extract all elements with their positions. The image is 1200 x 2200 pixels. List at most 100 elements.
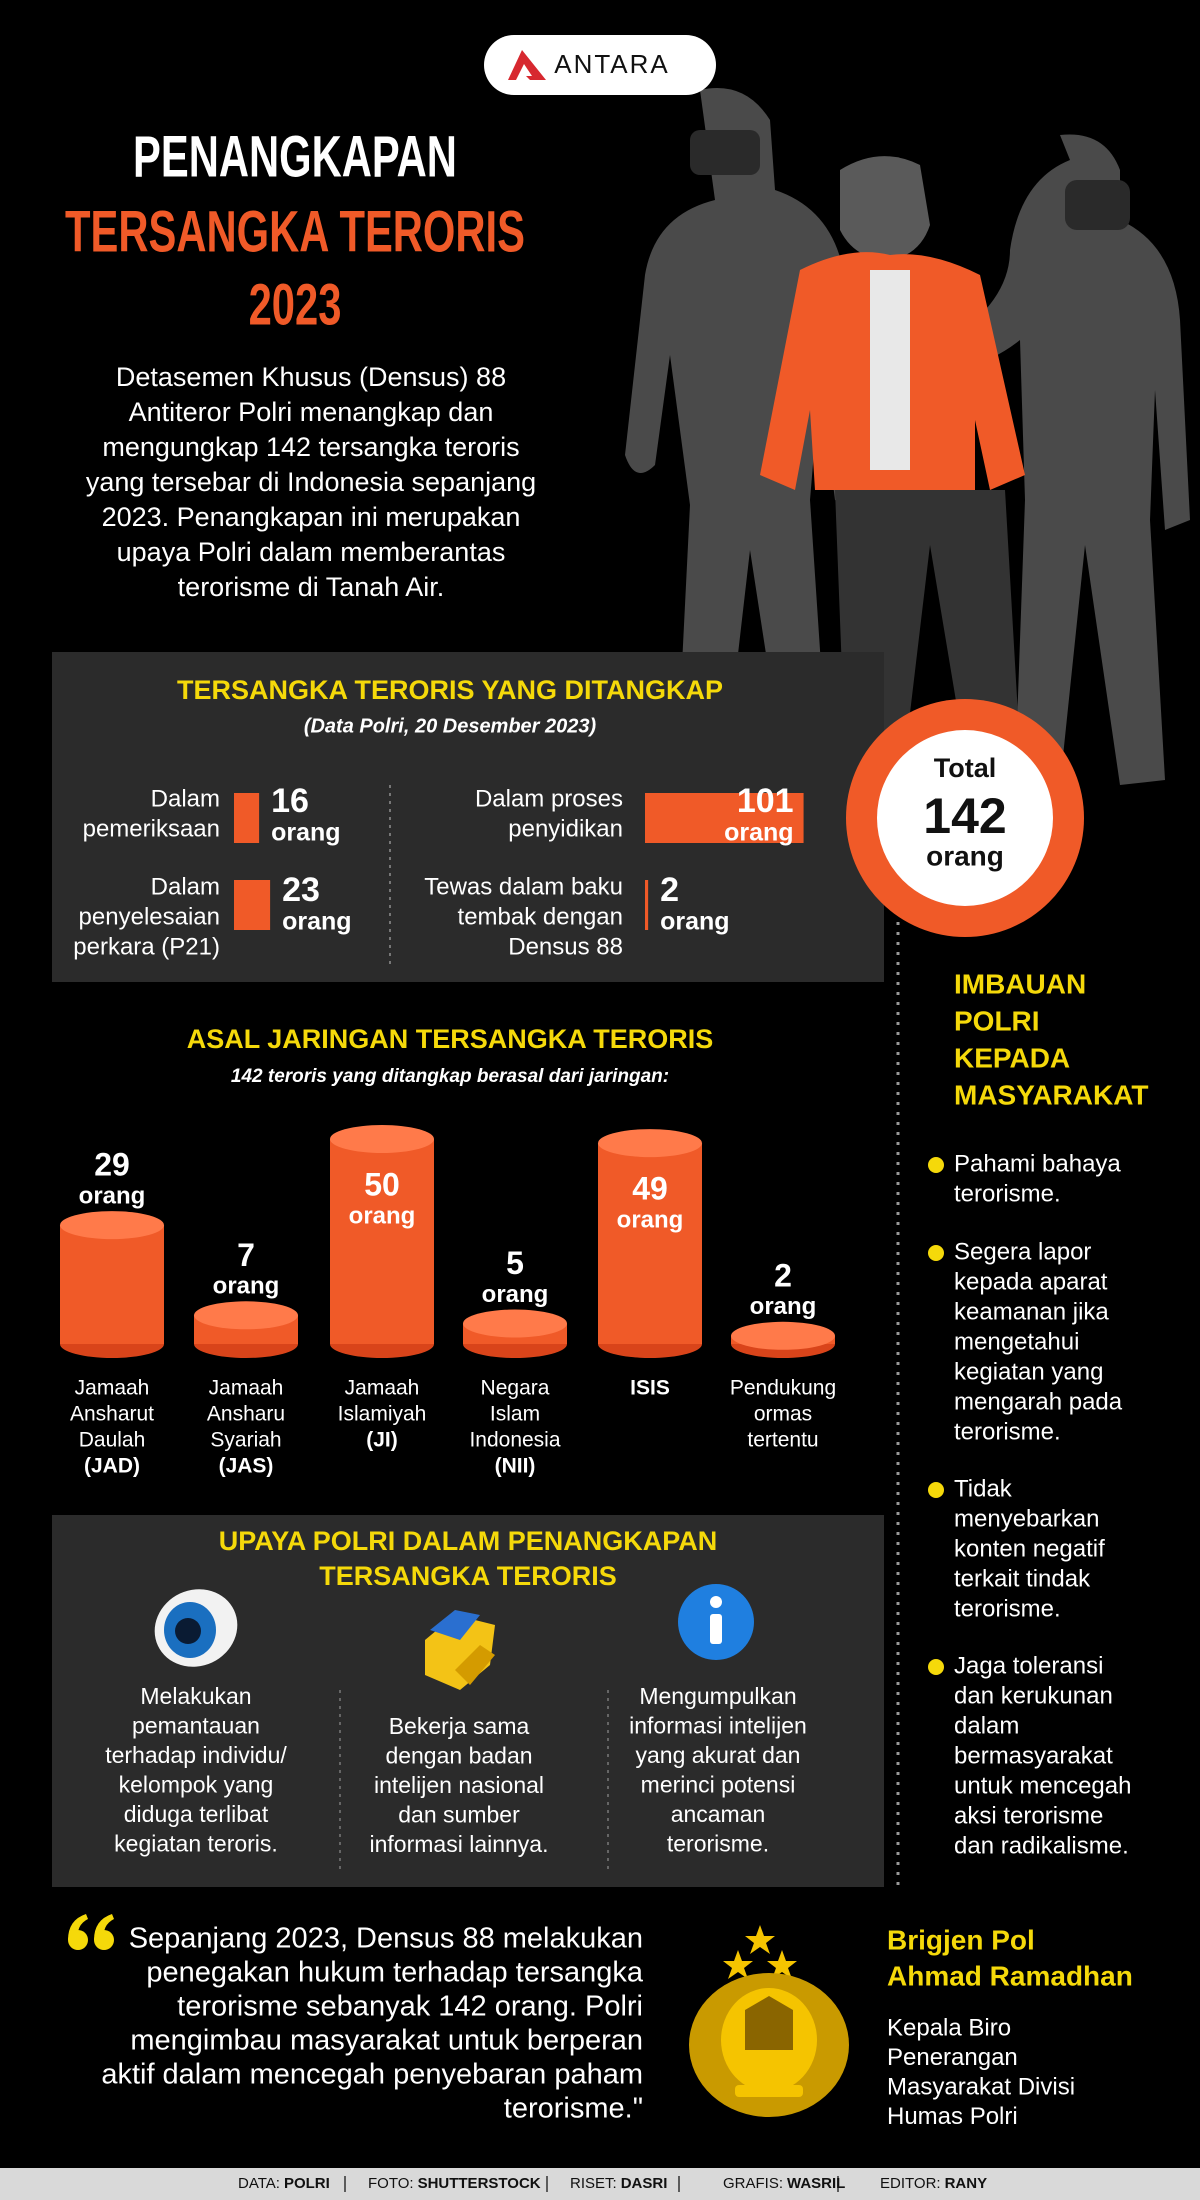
- appeal-text: bermasyarakat: [954, 1742, 1113, 1769]
- effort-text: yang akurat dan: [636, 1742, 801, 1768]
- network-label: Negara: [481, 1377, 550, 1400]
- appeal-text: dan radikalisme.: [954, 1832, 1129, 1859]
- appeal-text: menyebarkan: [954, 1505, 1099, 1532]
- appeal-text: Tidak: [954, 1475, 1013, 1502]
- network-unit: orang: [750, 1293, 817, 1320]
- effort-text: ancaman: [671, 1801, 766, 1827]
- appeal-title: KEPADA: [954, 1042, 1070, 1073]
- network-label: Indonesia: [469, 1429, 560, 1452]
- intro-line: mengungkap 142 tersangka teroris: [102, 432, 519, 462]
- network-unit: orang: [79, 1182, 146, 1209]
- cylinder-body: [330, 1139, 434, 1344]
- network-label: ormas: [754, 1403, 812, 1426]
- effort-text: kegiatan teroris.: [114, 1831, 278, 1857]
- network-label: Jamaah: [209, 1377, 284, 1400]
- quote-line: aktif dalam mencegah penyebaran paham: [101, 2059, 643, 2091]
- title: PENANGKAPAN TERSANGKA TERORIS 2023: [65, 124, 525, 337]
- arrest-bar: [645, 880, 649, 930]
- speaker-name: Ahmad Ramadhan: [887, 1960, 1133, 1991]
- prisoner-undershirt: [870, 270, 910, 470]
- effort-text: intelijen nasional: [374, 1772, 544, 1798]
- appeal-text: terorisme.: [954, 1418, 1061, 1445]
- network-label: Islam: [490, 1403, 540, 1426]
- network-value: 2: [774, 1257, 792, 1293]
- arrest-value: 16: [271, 782, 309, 820]
- credit-label: GRAFIS:: [723, 2175, 783, 2192]
- quote-line: mengimbau masyarakat untuk berperan: [130, 2025, 643, 2057]
- credit-value: RANY: [945, 2175, 988, 2192]
- credit-label: EDITOR:: [880, 2175, 941, 2192]
- intro-line: Antiteror Polri menangkap dan: [129, 397, 494, 427]
- effort-text: kelompok yang: [119, 1772, 274, 1798]
- appeal-text: mengetahui: [954, 1328, 1079, 1355]
- illustration: [625, 88, 1190, 810]
- section-title: TERSANGKA TERORIS YANG DITANGKAP: [177, 675, 723, 705]
- effort-text: diduga terlibat: [124, 1801, 269, 1827]
- arrest-label: Tewas dalam baku: [424, 873, 623, 900]
- arrest-label: perkara (P21): [73, 933, 220, 960]
- appeal-text: kepada aparat: [954, 1268, 1108, 1295]
- cylinder: [731, 1321, 835, 1358]
- speaker-name: Brigjen Pol: [887, 1924, 1035, 1955]
- arrest-bar: [234, 793, 260, 843]
- section-title: TERSANGKA TERORIS: [319, 1561, 617, 1591]
- network-value: 49: [632, 1171, 668, 1207]
- appeal-text: Pahami bahaya: [954, 1150, 1121, 1177]
- eye-icon: [154, 1589, 238, 1667]
- appeal-text: dan kerukunan: [954, 1682, 1113, 1709]
- title-line: PENANGKAPAN: [133, 124, 457, 189]
- effort-text: informasi lainnya.: [370, 1831, 549, 1857]
- network-label: Ansharu: [207, 1403, 285, 1426]
- cylinder-top: [194, 1301, 298, 1330]
- efforts-panel: [52, 1515, 884, 1887]
- appeal-text: terkait tindak: [954, 1565, 1091, 1592]
- footer-credit: RISET: DASRI: [570, 2175, 667, 2192]
- appeal-text: kegiatan yang: [954, 1358, 1103, 1385]
- quote-line: terorisme.": [504, 2093, 643, 2125]
- credit-value: POLRI: [284, 2175, 330, 2192]
- arrest-unit: orang: [660, 908, 729, 936]
- speaker-role: Humas Polri: [887, 2103, 1018, 2130]
- speaker-role: Penerangan: [887, 2044, 1018, 2071]
- bullet: [928, 1482, 944, 1498]
- cylinder: [598, 1129, 702, 1358]
- intro-line: Detasemen Khusus (Densus) 88: [116, 362, 506, 392]
- puzzle-icon: [425, 1610, 495, 1690]
- network-abbr: (JAD): [84, 1455, 140, 1478]
- cylinder-top: [731, 1321, 835, 1350]
- cylinder: [463, 1309, 567, 1358]
- effort-text: informasi intelijen: [629, 1713, 807, 1739]
- network-label: Islamiyah: [338, 1403, 427, 1426]
- total-label: Total: [934, 753, 997, 783]
- network-value: 29: [94, 1147, 130, 1183]
- network-value: 5: [506, 1245, 524, 1281]
- arrest-label: Densus 88: [508, 933, 623, 960]
- appeal-text: konten negatif: [954, 1535, 1105, 1562]
- arrest-label: penyidikan: [508, 815, 623, 842]
- quote-line: Sepanjang 2023, Densus 88 melakukan: [129, 1923, 643, 1955]
- arrest-label: Dalam: [151, 785, 220, 812]
- credit-label: RISET:: [570, 2175, 617, 2192]
- network-label: Jamaah: [75, 1377, 150, 1400]
- cylinder: [60, 1211, 164, 1358]
- quote-line: terorisme sebanyak 142 orang. Polri: [177, 1991, 643, 2023]
- effort-text: Bekerja sama: [389, 1713, 530, 1739]
- bullet: [928, 1659, 944, 1675]
- section-subtitle: (Data Polri, 20 Desember 2023): [304, 715, 597, 737]
- total-value: 142: [923, 788, 1006, 844]
- arrest-label: penyelesaian: [79, 903, 220, 930]
- arrest-label: Dalam proses: [475, 785, 623, 812]
- credit-label: DATA:: [238, 2175, 280, 2192]
- footer-credit: GRAFIS: WASRIL: [723, 2175, 845, 2192]
- effort-text: pemantauan: [132, 1713, 260, 1739]
- network-abbr: (NII): [495, 1455, 536, 1478]
- speaker-role: Masyarakat Divisi: [887, 2073, 1075, 2100]
- arrest-unit: orang: [271, 819, 340, 847]
- mask-left: [690, 130, 760, 175]
- cylinder-body: [60, 1225, 164, 1344]
- effort-text: merinci potensi: [641, 1772, 796, 1798]
- total-unit: orang: [926, 840, 1004, 871]
- arrest-label: Dalam: [151, 873, 220, 900]
- effort-text: terhadap individu/: [105, 1742, 287, 1768]
